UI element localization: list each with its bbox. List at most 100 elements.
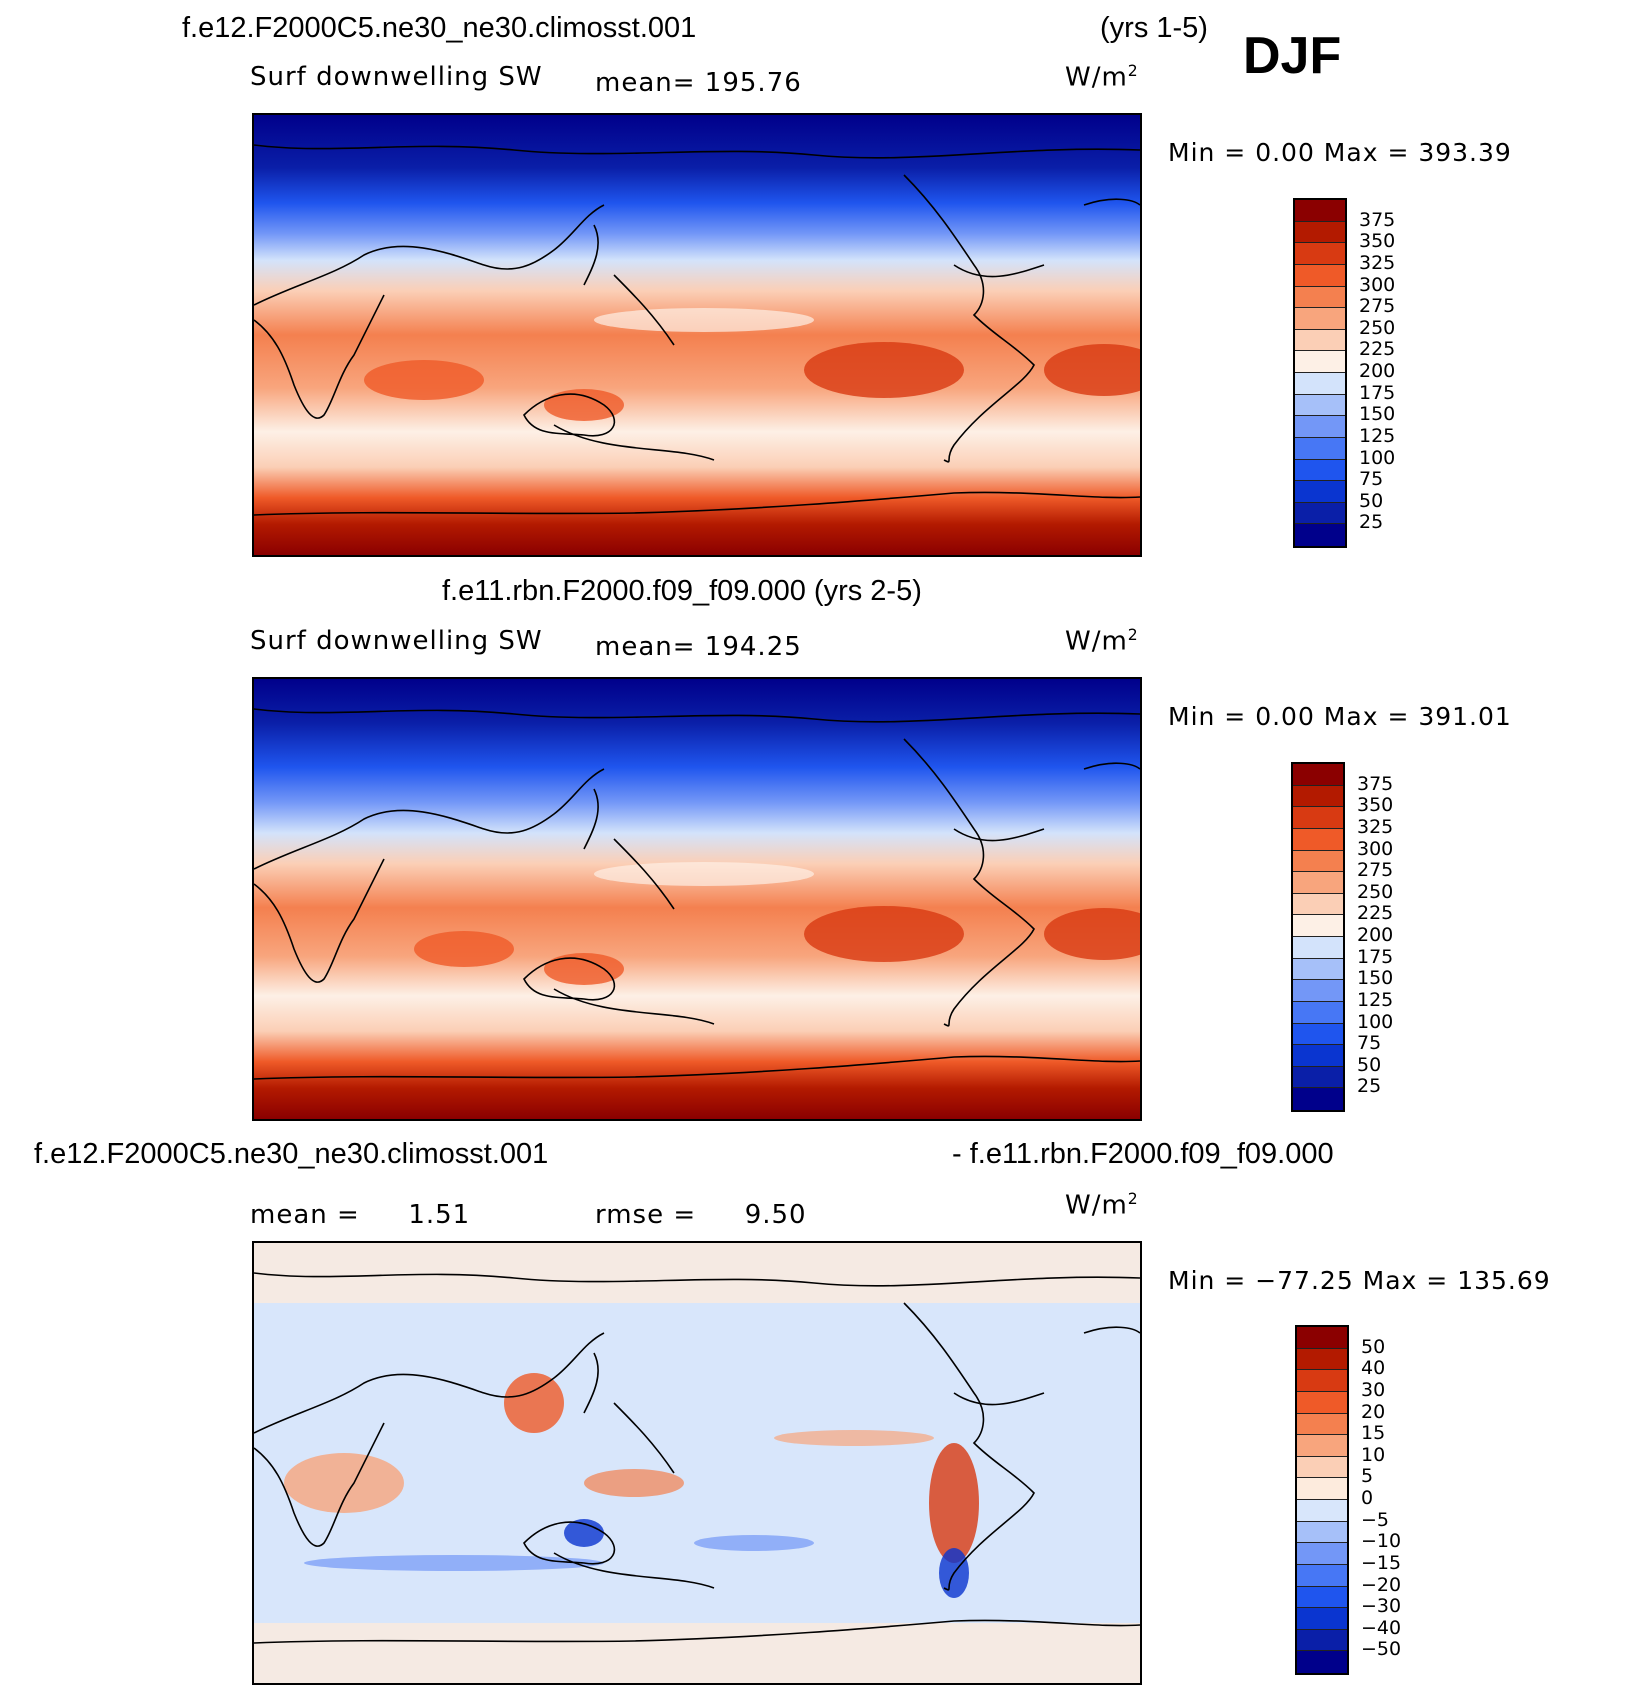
panel3-mean-value: 1.51 (408, 1200, 471, 1230)
colorbar-band (1293, 807, 1343, 829)
panel3-colorbar (1295, 1325, 1349, 1675)
colorbar-band (1295, 264, 1345, 287)
colorbar-band (1295, 243, 1345, 265)
colorbar-band (1297, 1608, 1347, 1630)
colorbar-band (1297, 1391, 1347, 1414)
panel3-mean-label: mean = (250, 1200, 360, 1230)
colorbar-tick-label: 0 (1361, 1487, 1374, 1509)
colorbar-tick-label: 375 (1357, 772, 1394, 795)
colorbar-tick-label: 30 (1361, 1378, 1386, 1401)
colorbar-band (1295, 308, 1345, 330)
colorbar-band (1297, 1435, 1347, 1457)
colorbar-band (1293, 958, 1343, 981)
panel2-units-base: W/m (1065, 626, 1128, 657)
colorbar-tick-label: 300 (1357, 837, 1394, 860)
colorbar-tick-label: 40 (1361, 1357, 1386, 1380)
colorbar-tick-label: 100 (1359, 446, 1396, 469)
colorbar-band (1293, 1023, 1343, 1046)
colorbar-band (1297, 1370, 1347, 1392)
panel1-units: W/m2 (1065, 62, 1139, 93)
colorbar-band (1295, 481, 1345, 503)
colorbar-band (1297, 1478, 1347, 1500)
colorbar-tick-label: −50 (1361, 1638, 1402, 1661)
colorbar-band (1295, 437, 1345, 460)
panel1-years: (yrs 1-5) (1100, 12, 1208, 44)
colorbar-band (1297, 1564, 1347, 1587)
panel3-coastlines (254, 1272, 1140, 1644)
colorbar-band (1293, 1088, 1343, 1110)
colorbar-tick-label: 150 (1359, 403, 1396, 426)
panel2-units-exp: 2 (1127, 626, 1139, 644)
panel2-mean: mean= 194.25 (595, 632, 802, 662)
panel2-coastlines (254, 708, 1140, 1080)
colorbar-band (1297, 1456, 1347, 1479)
colorbar-tick-label: 275 (1359, 295, 1396, 318)
panel2-title: f.e11.rbn.F2000.f09_f09.000 (yrs 2-5) (442, 575, 922, 607)
colorbar-band (1293, 1045, 1343, 1067)
panel3-units-base: W/m (1065, 1190, 1128, 1221)
colorbar-band (1295, 524, 1345, 546)
panel1-colorbar (1293, 198, 1347, 548)
colorbar-tick-label: 20 (1361, 1400, 1386, 1423)
colorbar-tick-label: 25 (1357, 1075, 1382, 1098)
colorbar-band (1293, 893, 1343, 916)
colorbar-band (1293, 785, 1343, 808)
colorbar-tick-label: 5 (1361, 1465, 1374, 1488)
colorbar-band (1297, 1413, 1347, 1436)
panel1-variable: Surf downwelling SW (250, 62, 543, 92)
colorbar-tick-label: 15 (1361, 1422, 1386, 1445)
panel3-units: W/m2 (1065, 1190, 1139, 1221)
panel3-rmse-label: rmse = (595, 1200, 697, 1230)
colorbar-tick-label: −10 (1361, 1530, 1402, 1553)
panel3-map (252, 1241, 1142, 1685)
panel2-map-svg (254, 679, 1140, 1119)
panel1-map (252, 113, 1142, 557)
colorbar-tick-label: −40 (1361, 1616, 1402, 1639)
colorbar-tick-label: 10 (1361, 1443, 1386, 1466)
colorbar-tick-label: −15 (1361, 1551, 1402, 1574)
colorbar-band (1295, 221, 1345, 244)
panel3-minmax: Min = −77.25 Max = 135.69 (1168, 1266, 1551, 1295)
colorbar-tick-label: 75 (1359, 468, 1384, 491)
colorbar-band (1297, 1521, 1347, 1544)
colorbar-tick-label: 325 (1357, 815, 1394, 838)
colorbar-band (1297, 1543, 1347, 1565)
panel2-map (252, 677, 1142, 1121)
panel3-title-right: - f.e11.rbn.F2000.f09_f09.000 (952, 1138, 1334, 1170)
panel2-mean-label: mean= (595, 632, 696, 662)
colorbar-tick-label: 50 (1359, 489, 1384, 512)
colorbar-band (1295, 373, 1345, 395)
panel1-units-base: W/m (1065, 62, 1128, 93)
colorbar-tick-label: 200 (1357, 924, 1394, 946)
colorbar-tick-label: 125 (1359, 424, 1396, 447)
colorbar-tick-label: 350 (1359, 230, 1396, 253)
colorbar-tick-label: −20 (1361, 1573, 1402, 1596)
colorbar-band (1297, 1651, 1347, 1673)
colorbar-band (1295, 459, 1345, 482)
colorbar-band (1297, 1629, 1347, 1652)
colorbar-tick-label: 50 (1357, 1053, 1382, 1076)
panel2-mean-value: 194.25 (704, 632, 802, 662)
colorbar-band (1293, 937, 1343, 959)
colorbar-band (1293, 764, 1343, 786)
colorbar-band (1295, 416, 1345, 438)
colorbar-band (1293, 1066, 1343, 1089)
colorbar-band (1293, 872, 1343, 894)
colorbar-tick-label: 325 (1359, 251, 1396, 274)
panel3-map-svg (254, 1243, 1140, 1683)
colorbar-band (1295, 286, 1345, 309)
colorbar-band (1293, 828, 1343, 851)
panel2-field (254, 679, 1140, 1119)
colorbar-band (1295, 394, 1345, 417)
panel2-colorbar (1291, 762, 1345, 1112)
colorbar-band (1297, 1586, 1347, 1609)
panel2-units: W/m2 (1065, 626, 1139, 657)
colorbar-band (1295, 351, 1345, 373)
colorbar-band (1297, 1500, 1347, 1522)
panel3-rmse-value: 9.50 (744, 1200, 807, 1230)
colorbar-band (1295, 200, 1345, 222)
panel3-rmse: rmse = 9.50 (595, 1200, 807, 1230)
colorbar-tick-label: 300 (1359, 273, 1396, 296)
season-label: DJF (1243, 27, 1342, 85)
colorbar-tick-label: 125 (1357, 988, 1394, 1011)
